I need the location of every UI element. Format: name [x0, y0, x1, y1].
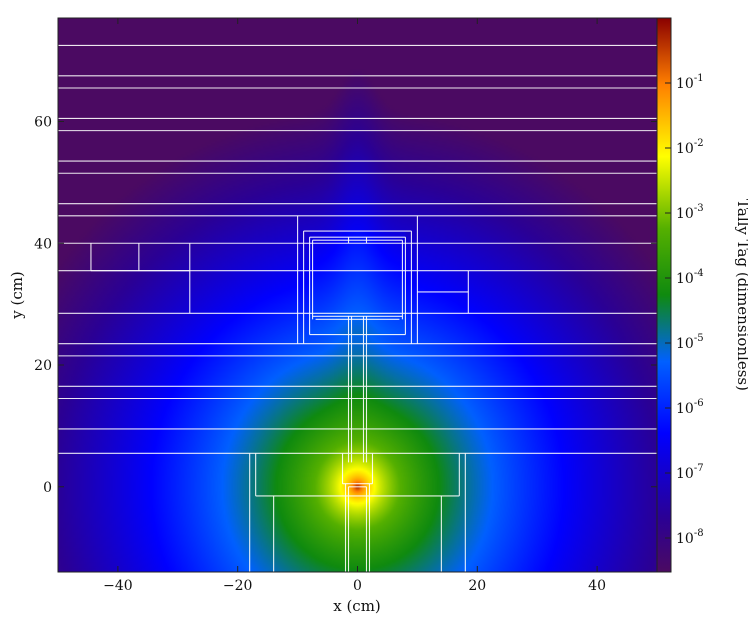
colorbar-label: Tally Tag (dimensionless) — [734, 199, 748, 391]
colorbar-tick-label: 10-5 — [676, 333, 704, 352]
colorbar-tick-label: 10-4 — [676, 268, 704, 287]
colorbar-tick-label: 10-7 — [676, 463, 704, 482]
colorbar-ticks: 10-8 10-7 10-6 10-5 10-4 10-3 10-2 10-1 — [665, 73, 704, 547]
colorbar-tick-label: 10-6 — [676, 398, 704, 417]
y-tick-label: 20 — [34, 358, 52, 374]
x-tick-label: 40 — [588, 578, 606, 594]
colorbar-tick-label: 10-1 — [676, 73, 704, 92]
y-axis-label: y (cm) — [8, 271, 26, 320]
colorbar-tick-label: 10-2 — [676, 138, 704, 157]
heatmap — [58, 18, 657, 572]
y-tick-label: 60 — [34, 114, 52, 130]
x-tick-label: 0 — [353, 578, 362, 594]
heatmap-image — [58, 18, 657, 572]
geometry-overlay — [58, 44, 657, 572]
y-tick-label: 40 — [34, 236, 52, 252]
colorbar — [656, 17, 672, 573]
x-axis-label: x (cm) — [333, 597, 381, 615]
y-tick-label: 0 — [43, 480, 52, 496]
x-axis: −40 −20 0 20 40 — [103, 18, 606, 594]
x-tick-label: 20 — [468, 578, 486, 594]
colorbar-tick-label: 10-8 — [676, 528, 704, 547]
x-tick-label: −40 — [103, 578, 133, 594]
x-tick-label: −20 — [223, 578, 253, 594]
y-axis: 0 20 40 60 — [34, 114, 657, 496]
colorbar-tick-label: 10-3 — [676, 203, 704, 222]
